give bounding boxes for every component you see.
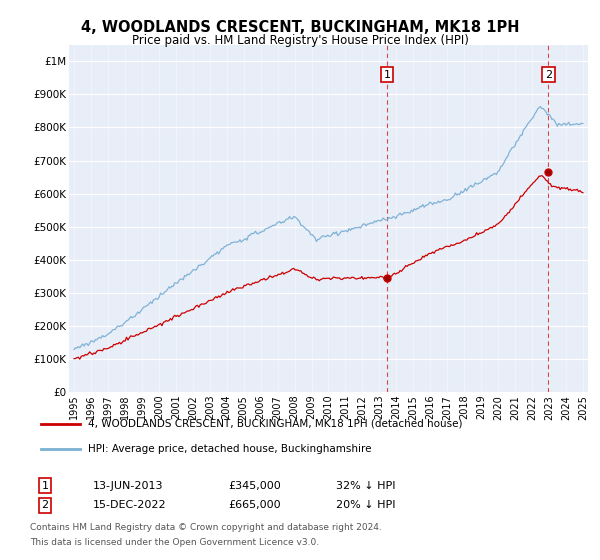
Text: Price paid vs. HM Land Registry's House Price Index (HPI): Price paid vs. HM Land Registry's House … [131,34,469,46]
Text: 32% ↓ HPI: 32% ↓ HPI [336,480,395,491]
Text: 13-JUN-2013: 13-JUN-2013 [93,480,163,491]
Text: 1: 1 [41,480,49,491]
Text: 1: 1 [383,69,391,80]
Text: 4, WOODLANDS CRESCENT, BUCKINGHAM, MK18 1PH: 4, WOODLANDS CRESCENT, BUCKINGHAM, MK18 … [81,20,519,35]
Text: Contains HM Land Registry data © Crown copyright and database right 2024.: Contains HM Land Registry data © Crown c… [30,523,382,532]
Text: 20% ↓ HPI: 20% ↓ HPI [336,500,395,510]
Text: HPI: Average price, detached house, Buckinghamshire: HPI: Average price, detached house, Buck… [88,444,371,454]
Text: This data is licensed under the Open Government Licence v3.0.: This data is licensed under the Open Gov… [30,538,319,547]
Text: £345,000: £345,000 [228,480,281,491]
Text: 2: 2 [545,69,552,80]
Text: 2: 2 [41,500,49,510]
Text: 4, WOODLANDS CRESCENT, BUCKINGHAM, MK18 1PH (detached house): 4, WOODLANDS CRESCENT, BUCKINGHAM, MK18 … [88,419,463,429]
Text: £665,000: £665,000 [228,500,281,510]
Text: 15-DEC-2022: 15-DEC-2022 [93,500,167,510]
